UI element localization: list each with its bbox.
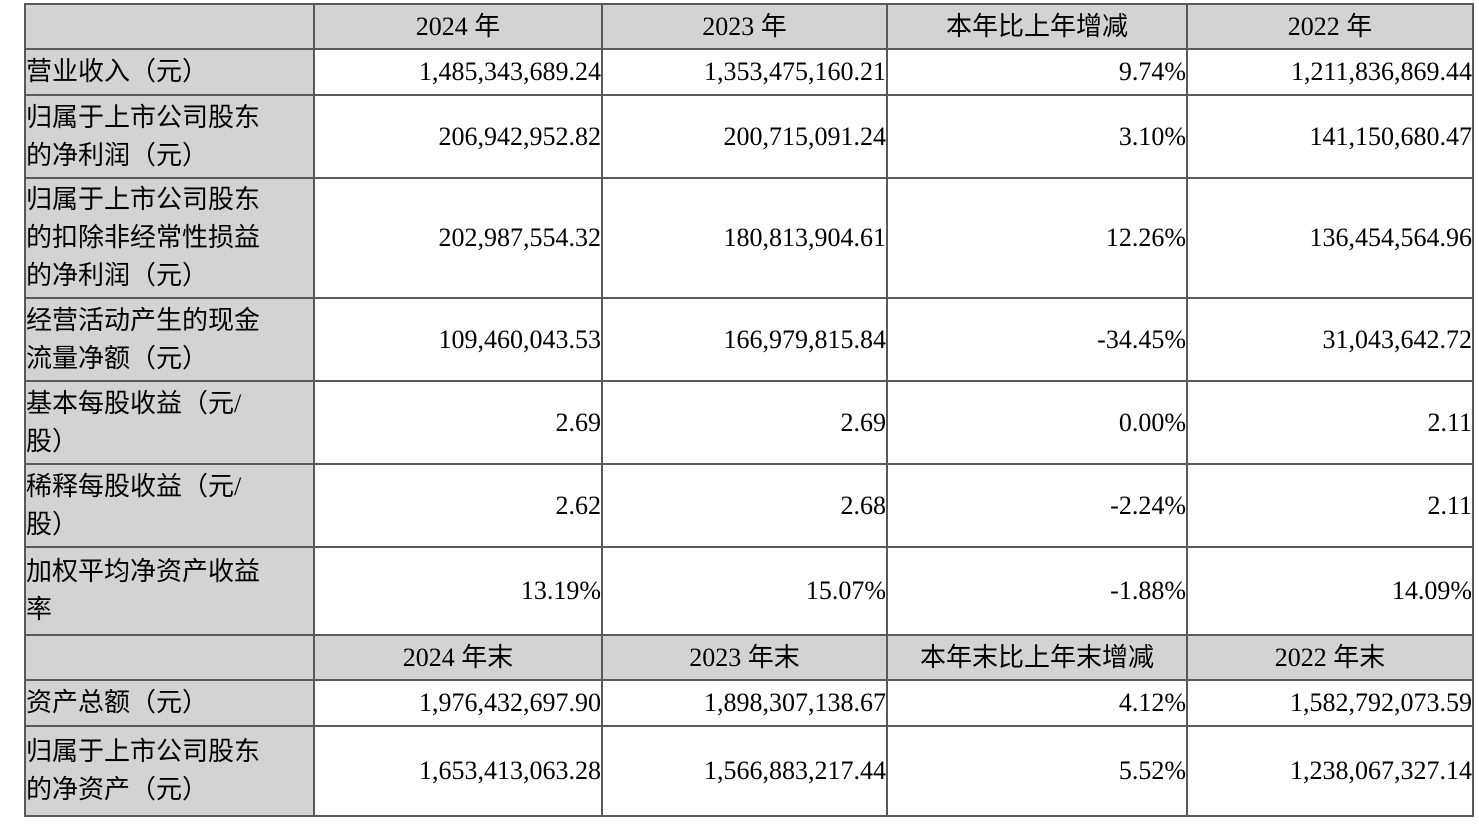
row-label: 资产总额（元） — [24, 679, 315, 727]
value-change: 0.00% — [886, 380, 1188, 465]
column-header-2024: 2024 年 — [313, 3, 603, 50]
value-2024: 1,485,343,689.24 — [313, 48, 603, 96]
table-row-net-profit: 归属于上市公司股东 的净利润（元） 206,942,952.82 200,715… — [24, 94, 1474, 179]
value-change: 3.10% — [886, 94, 1188, 179]
row-label: 稀释每股收益（元/ 股） — [24, 463, 315, 548]
value-2024: 13.19% — [313, 546, 603, 636]
column-header-2024-year-end: 2024 年末 — [313, 634, 603, 681]
table-row-total-assets: 资产总额（元） 1,976,432,697.90 1,898,307,138.6… — [24, 679, 1474, 727]
value-2024: 1,976,432,697.90 — [313, 679, 603, 727]
value-2022: 141,150,680.47 — [1186, 94, 1474, 179]
row-label: 归属于上市公司股东 的净资产（元） — [24, 725, 315, 817]
column-header-2022: 2022 年 — [1186, 3, 1474, 50]
row-label: 营业收入（元） — [24, 48, 315, 96]
table-row-weighted-avg-roe: 加权平均净资产收益 率 13.19% 15.07% -1.88% 14.09% — [24, 546, 1474, 636]
value-2023: 1,898,307,138.67 — [601, 679, 888, 727]
value-2023: 2.69 — [601, 380, 888, 465]
value-change: 5.52% — [886, 725, 1188, 817]
table-row-net-assets: 归属于上市公司股东 的净资产（元） 1,653,413,063.28 1,566… — [24, 725, 1474, 817]
row-label: 经营活动产生的现金 流量净额（元） — [24, 297, 315, 382]
value-change: 12.26% — [886, 177, 1188, 299]
column-header-2022-year-end: 2022 年末 — [1186, 634, 1474, 681]
value-2023: 200,715,091.24 — [601, 94, 888, 179]
row-label: 加权平均净资产收益 率 — [24, 546, 315, 636]
value-2023: 1,566,883,217.44 — [601, 725, 888, 817]
row-label: 归属于上市公司股东 的净利润（元） — [24, 94, 315, 179]
value-2022: 2.11 — [1186, 463, 1474, 548]
value-change: 4.12% — [886, 679, 1188, 727]
value-change: -2.24% — [886, 463, 1188, 548]
value-2023: 166,979,815.84 — [601, 297, 888, 382]
value-2024: 109,460,043.53 — [313, 297, 603, 382]
value-2023: 15.07% — [601, 546, 888, 636]
column-header-2023-year-end: 2023 年末 — [601, 634, 888, 681]
value-2022: 31,043,642.72 — [1186, 297, 1474, 382]
table-header-row-year-end: 2024 年末 2023 年末 本年末比上年末增减 2022 年末 — [24, 634, 1474, 681]
table-row-basic-eps: 基本每股收益（元/ 股） 2.69 2.69 0.00% 2.11 — [24, 380, 1474, 465]
value-2023: 180,813,904.61 — [601, 177, 888, 299]
value-change: 9.74% — [886, 48, 1188, 96]
value-2022: 14.09% — [1186, 546, 1474, 636]
column-header-yoy-change: 本年比上年增减 — [886, 3, 1188, 50]
row-label: 基本每股收益（元/ 股） — [24, 380, 315, 465]
table-row-net-profit-deducted: 归属于上市公司股东 的扣除非经常性损益 的净利润（元） 202,987,554.… — [24, 177, 1474, 299]
table-row-diluted-eps: 稀释每股收益（元/ 股） 2.62 2.68 -2.24% 2.11 — [24, 463, 1474, 548]
column-header-year-end-change: 本年末比上年末增减 — [886, 634, 1188, 681]
row-label: 归属于上市公司股东 的扣除非经常性损益 的净利润（元） — [24, 177, 315, 299]
value-2022: 1,238,067,327.14 — [1186, 725, 1474, 817]
value-2024: 1,653,413,063.28 — [313, 725, 603, 817]
table-row-operating-cash-flow: 经营活动产生的现金 流量净额（元） 109,460,043.53 166,979… — [24, 297, 1474, 382]
value-2022: 136,454,564.96 — [1186, 177, 1474, 299]
value-2023: 2.68 — [601, 463, 888, 548]
value-2024: 202,987,554.32 — [313, 177, 603, 299]
table-header-row-annual: 2024 年 2023 年 本年比上年增减 2022 年 — [24, 3, 1474, 50]
table-row-revenue: 营业收入（元） 1,485,343,689.24 1,353,475,160.2… — [24, 48, 1474, 96]
value-change: -34.45% — [886, 297, 1188, 382]
value-2022: 1,211,836,869.44 — [1186, 48, 1474, 96]
financial-summary-table: 2024 年 2023 年 本年比上年增减 2022 年 营业收入（元） 1,4… — [24, 3, 1474, 817]
value-2024: 206,942,952.82 — [313, 94, 603, 179]
value-2023: 1,353,475,160.21 — [601, 48, 888, 96]
column-header-2023: 2023 年 — [601, 3, 888, 50]
value-2022: 2.11 — [1186, 380, 1474, 465]
value-2024: 2.62 — [313, 463, 603, 548]
value-2024: 2.69 — [313, 380, 603, 465]
corner-cell — [24, 634, 315, 681]
value-change: -1.88% — [886, 546, 1188, 636]
corner-cell — [24, 3, 315, 50]
value-2022: 1,582,792,073.59 — [1186, 679, 1474, 727]
